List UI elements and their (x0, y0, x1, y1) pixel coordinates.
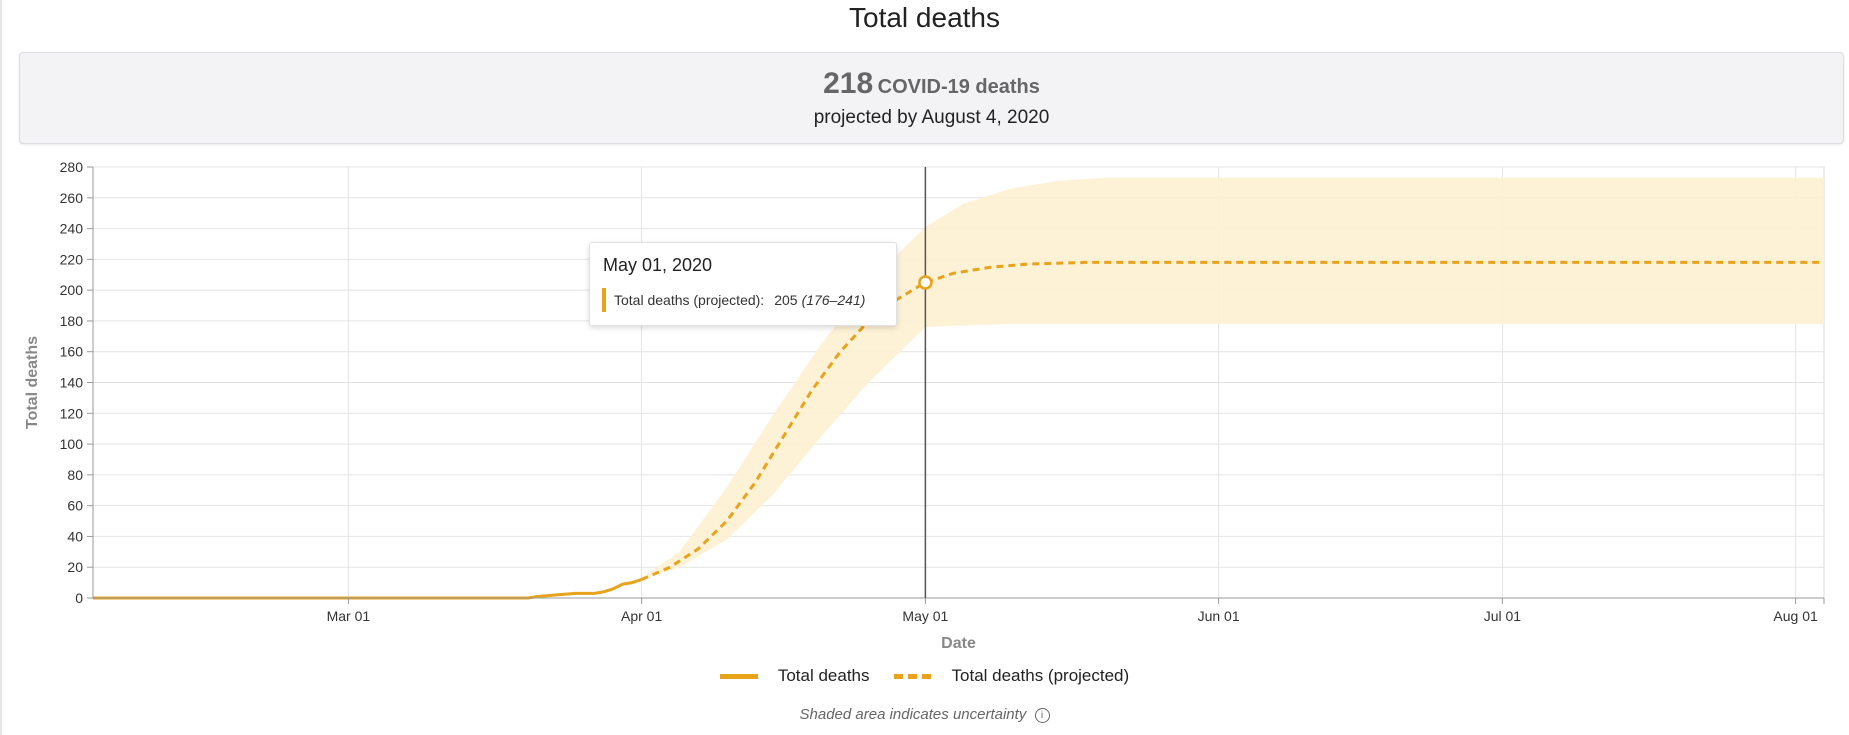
legend-item-projected[interactable]: Total deaths (projected) (893, 666, 1130, 686)
summary-unit: COVID-19 deaths (877, 76, 1040, 98)
y-tick-label: 100 (60, 436, 84, 452)
y-tick-label: 80 (67, 467, 83, 483)
uncertainty-note: Shaded area indicates uncertainty i (0, 706, 1849, 723)
y-tick-label: 220 (60, 251, 84, 267)
tooltip-series-swatch (602, 288, 606, 312)
uncertainty-band (641, 177, 1824, 580)
legend-swatch-solid (719, 673, 758, 679)
x-tick-label: Aug 01 (1773, 608, 1818, 624)
x-axis-title: Date (941, 635, 976, 652)
summary-headline: 218 COVID-19 deaths (20, 67, 1843, 101)
x-tick-label: Jul 01 (1484, 608, 1522, 624)
page-title: Total deaths (849, 2, 1000, 33)
y-tick-label: 240 (60, 221, 84, 237)
y-tick-label: 0 (75, 590, 83, 606)
y-tick-label: 180 (60, 313, 84, 329)
x-tick-label: Apr 01 (621, 608, 662, 624)
info-circle-icon[interactable]: i (1034, 707, 1050, 723)
tooltip-row: Total deaths (projected): 205 (176–241) (602, 288, 865, 312)
tooltip-value: 205 (774, 292, 798, 308)
y-tick-label: 40 (67, 528, 83, 544)
legend-item-total-deaths[interactable]: Total deaths (719, 666, 870, 686)
hover-point-marker (918, 275, 933, 290)
summary-card: 218 COVID-19 deaths projected by August … (19, 52, 1844, 144)
y-axis-title: Total deaths (24, 336, 41, 429)
summary-subtitle: projected by August 4, 2020 (813, 107, 1050, 128)
uncertainty-note-text: Shaded area indicates uncertainty (799, 706, 1027, 723)
tooltip-range: (176–241) (801, 292, 866, 308)
series-line-total-deaths (93, 578, 643, 600)
chart-tooltip: May 01, 2020 Total deaths (projected): 2… (589, 242, 897, 326)
tooltip-series-label: Total deaths (projected): (614, 292, 765, 308)
y-tick-label: 160 (60, 344, 84, 360)
chart-legend: Total deaths Total deaths (projected) (0, 666, 1849, 686)
hover-layer (918, 167, 933, 598)
x-tick-label: Mar 01 (327, 608, 371, 624)
legend-label-projected: Total deaths (projected) (951, 666, 1130, 685)
tooltip-date: May 01, 2020 (603, 255, 713, 275)
legend-swatch-dashed (893, 673, 932, 679)
y-tick-label: 60 (67, 498, 83, 514)
page-left-border (0, 0, 2, 735)
y-tick-label: 140 (60, 375, 84, 391)
axes-layer: 0 20 40 60 80 100 120 140 160 180 200 220 240 260 280 M… (60, 159, 1825, 624)
x-tick-label: May 01 (902, 608, 948, 624)
y-tick-label: 280 (60, 159, 84, 175)
y-tick-label: 200 (60, 282, 84, 298)
legend-label-total-deaths: Total deaths (777, 666, 870, 685)
y-tick-label: 120 (60, 405, 84, 421)
uncertainty-band-layer (641, 177, 1824, 580)
summary-count: 218 (823, 67, 874, 100)
x-tick-label: Jun 01 (1198, 608, 1240, 624)
y-tick-label: 260 (60, 190, 84, 206)
series-line-projected (641, 260, 1824, 581)
y-tick-label: 20 (67, 559, 83, 575)
